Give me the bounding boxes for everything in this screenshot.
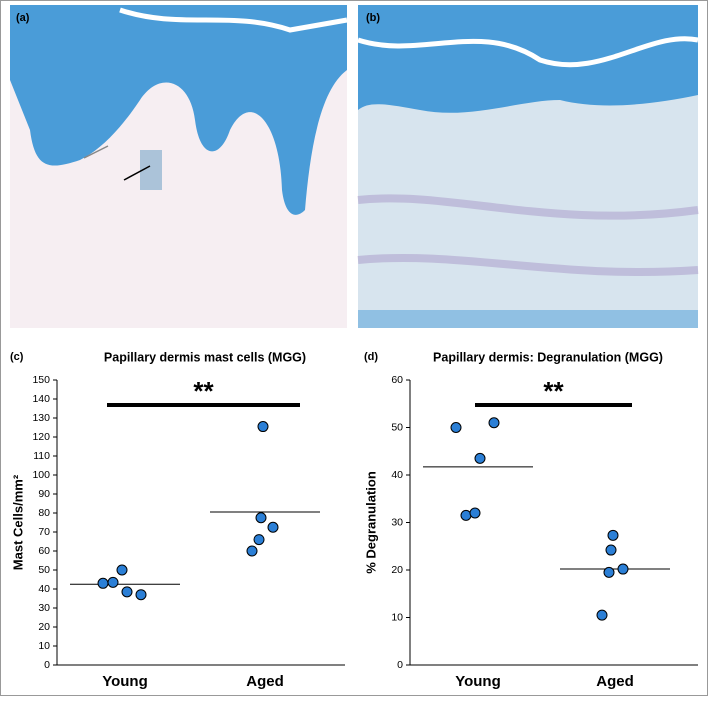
data-point: [603, 566, 615, 578]
histology-a: [10, 5, 348, 328]
y-tick-label: 20: [38, 621, 50, 633]
x-tick-label: Young: [455, 673, 501, 690]
y-tick-label: 90: [38, 488, 50, 500]
y-tick-label: 40: [391, 469, 403, 481]
y-tick-label: 60: [38, 545, 50, 557]
panel-label: (c): [10, 351, 24, 363]
x-tick-label: Aged: [596, 673, 634, 690]
data-point: [255, 512, 267, 524]
data-point: [596, 609, 608, 621]
y-axis-label: Mast Cells/mm²: [10, 474, 25, 570]
data-point: [474, 452, 486, 464]
chart-title: Papillary dermis: Degranulation (MGG): [433, 350, 663, 364]
data-point: [617, 563, 629, 575]
y-tick-label: 140: [32, 393, 50, 405]
data-point: [246, 545, 258, 557]
y-tick-label: 50: [391, 421, 403, 433]
y-tick-label: 30: [391, 516, 403, 528]
y-tick-label: 0: [44, 659, 50, 671]
y-tick-label: 130: [32, 412, 50, 424]
panel-label: (d): [364, 351, 378, 363]
y-axis-label: % Degranulation: [363, 471, 378, 574]
data-point: [253, 534, 265, 546]
significance-label: **: [543, 376, 564, 406]
data-point: [607, 529, 619, 541]
y-tick-label: 70: [38, 526, 50, 538]
data-point: [488, 417, 500, 429]
data-point: [469, 507, 481, 519]
data-point: [107, 576, 119, 588]
data-point: [121, 586, 133, 598]
y-tick-label: 20: [391, 564, 403, 576]
data-point: [257, 421, 269, 433]
panel-label: (b): [366, 12, 380, 24]
data-point: [450, 422, 462, 433]
data-point: [135, 589, 147, 601]
y-tick-label: 40: [38, 583, 50, 595]
y-tick-label: 110: [33, 450, 50, 462]
chart-title: Papillary dermis mast cells (MGG): [104, 350, 306, 364]
y-tick-label: 80: [38, 507, 50, 519]
data-point: [605, 544, 617, 556]
data-point: [116, 564, 128, 576]
y-tick-label: 10: [391, 611, 403, 623]
y-tick-label: 0: [397, 659, 403, 671]
data-point: [460, 509, 472, 521]
data-point: [267, 521, 279, 533]
y-tick-label: 10: [38, 640, 50, 652]
panel-label: (a): [16, 12, 30, 24]
y-tick-label: 60: [391, 374, 403, 386]
data-point: [97, 577, 109, 589]
y-tick-label: 120: [32, 431, 50, 443]
y-tick-label: 50: [38, 564, 50, 576]
x-tick-label: Young: [102, 673, 148, 690]
y-tick-label: 100: [32, 469, 50, 481]
y-tick-label: 30: [38, 602, 50, 614]
y-tick-label: 150: [32, 374, 50, 386]
histology-b: [357, 5, 699, 328]
significance-label: **: [193, 376, 214, 406]
x-tick-label: Aged: [246, 673, 284, 690]
